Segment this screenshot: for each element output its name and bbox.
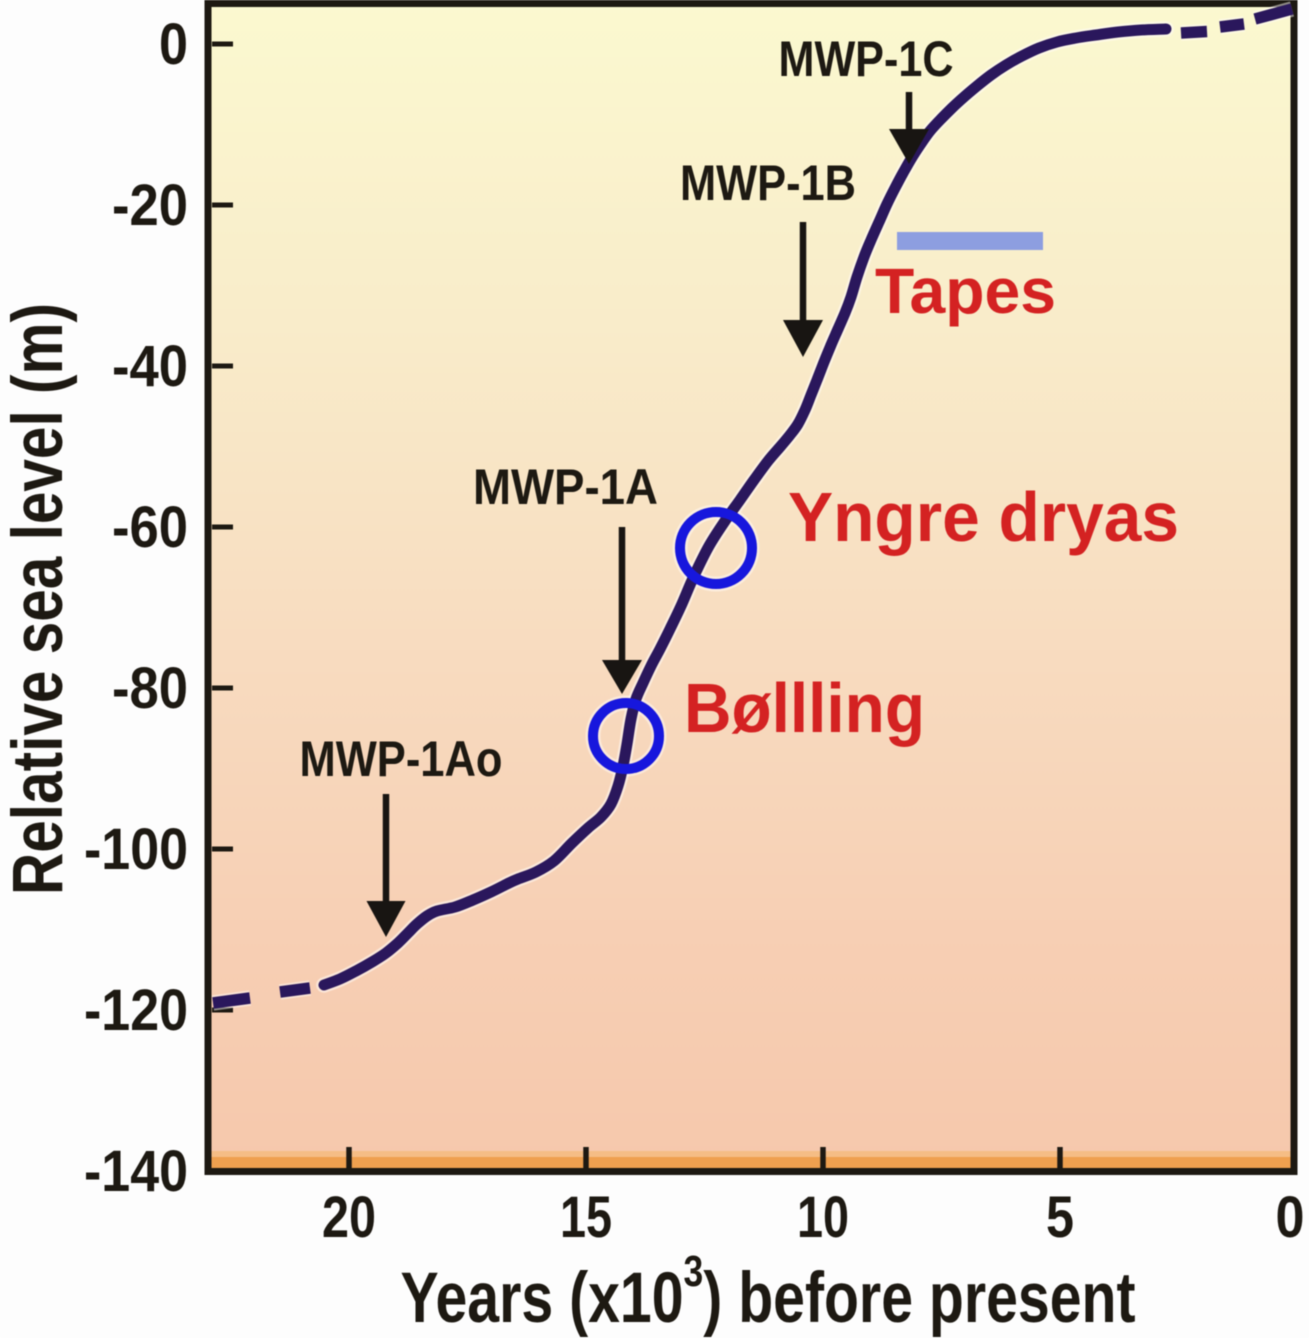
svg-text:-20: -20 [112, 173, 188, 238]
svg-text:0: 0 [159, 12, 188, 77]
svg-text:-140: -140 [84, 1139, 188, 1204]
svg-text:-120: -120 [84, 978, 188, 1043]
svg-text:5: 5 [1046, 1185, 1074, 1250]
svg-text:Yngre dryas: Yngre dryas [788, 478, 1179, 556]
svg-text:Tapes: Tapes [875, 255, 1056, 327]
svg-text:0: 0 [1276, 1185, 1305, 1250]
svg-text:Relative sea level (m): Relative sea level (m) [0, 303, 78, 895]
svg-text:MWP-1Ao: MWP-1Ao [300, 731, 503, 787]
svg-text:-80: -80 [112, 656, 188, 721]
svg-text:Bøllling: Bøllling [684, 669, 925, 747]
svg-text:MWP-1A: MWP-1A [473, 459, 658, 515]
svg-text:-40: -40 [112, 334, 188, 399]
svg-text:Years (x103) before present: Years (x103) before present [401, 1247, 1136, 1338]
svg-text:MWP-1C: MWP-1C [779, 31, 954, 87]
svg-text:10: 10 [797, 1185, 849, 1250]
svg-text:MWP-1B: MWP-1B [680, 155, 856, 211]
svg-text:20: 20 [322, 1185, 376, 1250]
svg-text:15: 15 [560, 1185, 612, 1250]
svg-text:-60: -60 [112, 495, 188, 560]
svg-text:-100: -100 [84, 817, 188, 882]
